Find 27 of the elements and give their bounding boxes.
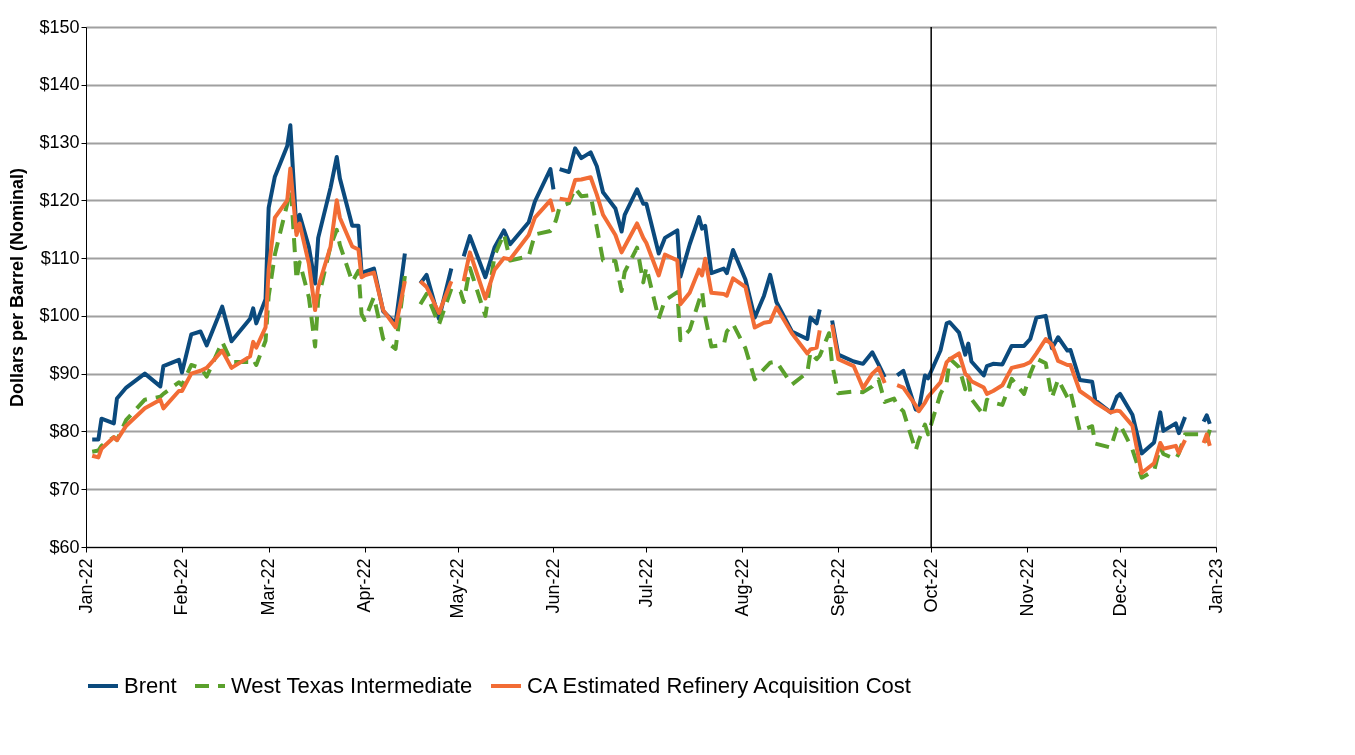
x-tick-label: Apr-22 — [354, 558, 375, 613]
y-tick-label: $60 — [49, 536, 80, 557]
y-tick-label: $130 — [39, 132, 80, 153]
x-tick-label: Mar-22 — [258, 558, 279, 616]
y-tick-label: $70 — [49, 478, 80, 499]
x-tick-label: Nov-22 — [1016, 558, 1037, 617]
x-tick-label: Jun-22 — [542, 558, 563, 614]
x-tick-label: Oct-22 — [920, 558, 941, 613]
y-tick-label: $110 — [40, 247, 80, 268]
x-tick-label: Feb-22 — [171, 558, 192, 616]
legend-label: Brent — [124, 673, 177, 698]
y-tick-label: $150 — [39, 16, 80, 37]
x-tick-label: Jul-22 — [635, 558, 656, 608]
x-tick-label: Jan-22 — [75, 558, 96, 614]
legend-label: West Texas Intermediate — [231, 673, 473, 698]
y-tick-label: $90 — [49, 363, 80, 384]
x-tick-label: Dec-22 — [1109, 558, 1130, 617]
x-tick-label: Jan-23 — [1205, 558, 1226, 614]
y-axis-title: Dollars per Barrel (Nominal) — [7, 167, 28, 408]
y-tick-label: $140 — [39, 74, 80, 95]
x-tick-label: May-22 — [447, 558, 468, 619]
x-tick-label: Sep-22 — [827, 558, 848, 617]
legend-label: CA Estimated Refinery Acquisition Cost — [527, 673, 911, 698]
x-tick-label: Aug-22 — [731, 558, 752, 617]
y-tick-label: $120 — [39, 189, 80, 210]
y-tick-label: $80 — [49, 420, 80, 441]
y-tick-label: $100 — [39, 305, 80, 326]
